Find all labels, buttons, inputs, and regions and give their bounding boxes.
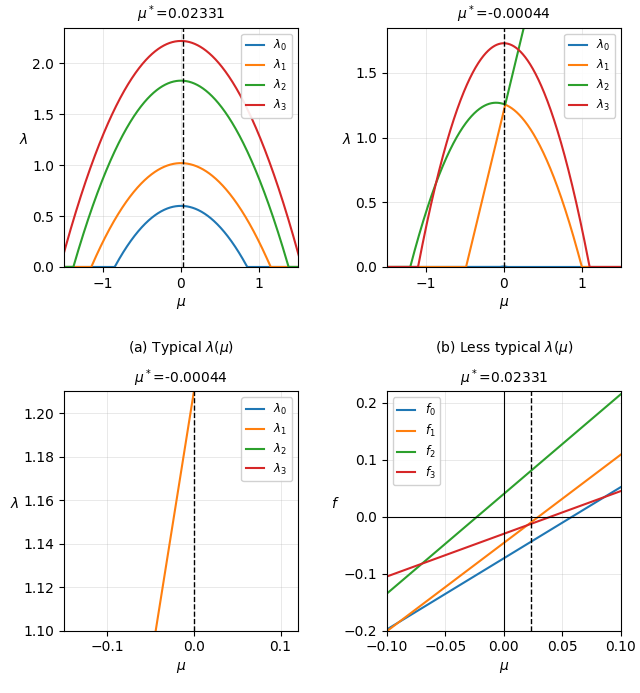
$f_2$ <box>377 595 385 603</box>
Line: $f_0$: $f_0$ <box>381 484 627 633</box>
$f_2$ <box>617 390 625 398</box>
X-axis label: $\mu$: $\mu$ <box>499 660 509 675</box>
$f_0$ <box>494 558 502 566</box>
$f_1$ <box>377 631 385 640</box>
$f_2$ <box>579 423 586 431</box>
Legend: $\lambda_0$, $\lambda_1$, $\lambda_2$, $\lambda_3$: $\lambda_0$, $\lambda_1$, $\lambda_2$, $… <box>241 34 292 118</box>
Legend: $\lambda_0$, $\lambda_1$, $\lambda_2$, $\lambda_3$: $\lambda_0$, $\lambda_1$, $\lambda_2$, $… <box>241 397 292 482</box>
Text: (b) Less typical $\lambda(\mu)$: (b) Less typical $\lambda(\mu)$ <box>435 339 573 357</box>
$f_0$ <box>377 629 385 637</box>
$f_0$ <box>495 557 503 565</box>
Line: $f_1$: $f_1$ <box>381 450 627 635</box>
$f_2$ <box>495 493 503 502</box>
$f_2$ <box>510 481 518 489</box>
$f_1$ <box>495 543 503 551</box>
Y-axis label: $f$: $f$ <box>331 496 339 511</box>
$f_3$ <box>494 532 502 541</box>
$f_1$ <box>617 450 625 459</box>
$f_3$ <box>377 574 385 583</box>
X-axis label: $\mu$: $\mu$ <box>176 296 186 311</box>
$f_1$ <box>623 446 630 455</box>
Title: $\mu^*$=0.02331: $\mu^*$=0.02331 <box>460 367 548 389</box>
$f_3$ <box>510 526 518 534</box>
$f_0$ <box>524 540 531 548</box>
Legend: $f_0$, $f_1$, $f_2$, $f_3$: $f_0$, $f_1$, $f_2$, $f_3$ <box>393 397 440 485</box>
X-axis label: $\mu$: $\mu$ <box>499 296 509 311</box>
$f_3$ <box>617 487 625 495</box>
Line: $f_2$: $f_2$ <box>381 389 627 599</box>
$f_2$ <box>623 385 630 394</box>
$f_1$ <box>579 480 586 488</box>
$f_0$ <box>617 483 625 491</box>
$f_2$ <box>494 495 502 503</box>
Y-axis label: $\lambda$: $\lambda$ <box>19 132 29 148</box>
Y-axis label: $\lambda$: $\lambda$ <box>10 496 20 511</box>
$f_3$ <box>524 521 531 529</box>
$f_2$ <box>524 470 531 478</box>
$f_3$ <box>495 532 503 540</box>
Legend: $\lambda_0$, $\lambda_1$, $\lambda_2$, $\lambda_3$: $\lambda_0$, $\lambda_1$, $\lambda_2$, $… <box>564 34 615 118</box>
$f_0$ <box>510 548 518 556</box>
$f_3$ <box>623 485 630 493</box>
X-axis label: $\mu$: $\mu$ <box>176 660 186 675</box>
$f_1$ <box>524 521 531 529</box>
$f_0$ <box>623 480 630 488</box>
Line: $f_3$: $f_3$ <box>381 489 627 579</box>
Title: $\mu^*$=-0.00044: $\mu^*$=-0.00044 <box>457 3 551 26</box>
Y-axis label: $\lambda$: $\lambda$ <box>342 132 351 148</box>
$f_3$ <box>579 501 586 509</box>
$f_1$ <box>494 543 502 552</box>
$f_0$ <box>579 507 586 515</box>
Title: $\mu^*$=-0.00044: $\mu^*$=-0.00044 <box>134 367 228 389</box>
Title: $\mu^*$=0.02331: $\mu^*$=0.02331 <box>137 3 225 26</box>
$f_1$ <box>510 531 518 539</box>
Text: (a) Typical $\lambda(\mu)$: (a) Typical $\lambda(\mu)$ <box>128 339 234 357</box>
